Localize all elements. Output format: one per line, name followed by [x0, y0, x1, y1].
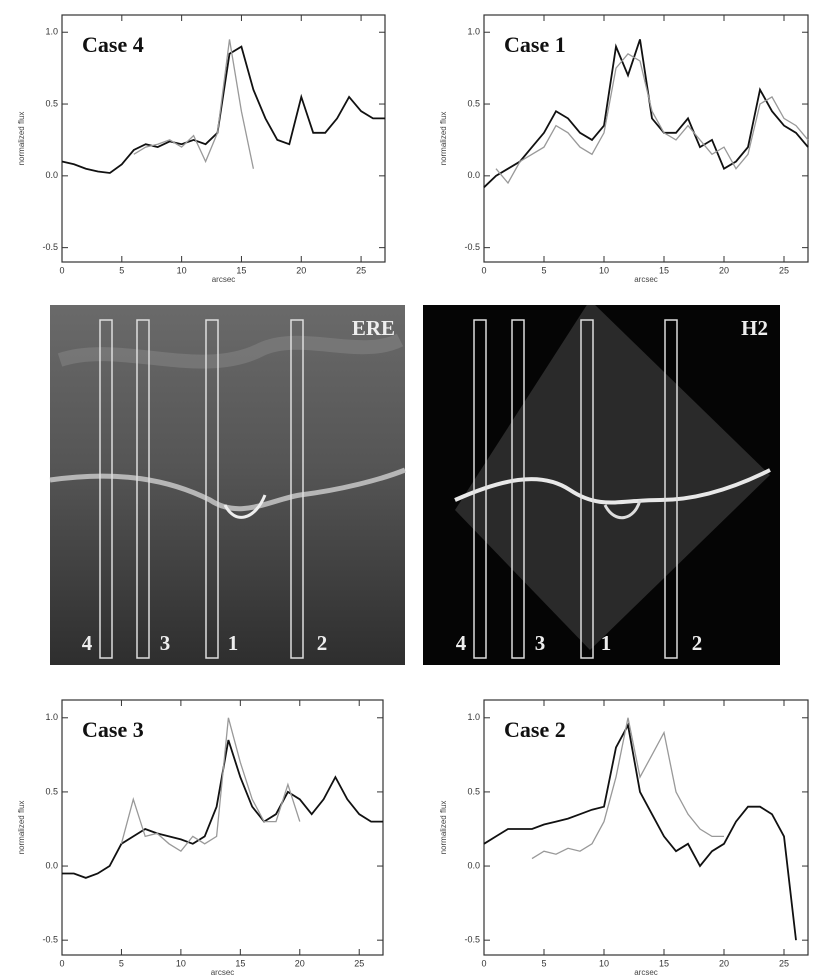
y-tick-label: 0.5	[45, 786, 58, 796]
h2-image	[423, 305, 780, 665]
plot-frame	[483, 14, 809, 263]
image-label: H2	[741, 316, 768, 340]
series-line	[133, 39, 255, 169]
y-tick-label: -0.5	[464, 242, 480, 252]
slit-box	[99, 319, 113, 659]
y-axis-label: normalized flux	[439, 801, 448, 855]
slit-box	[205, 319, 219, 659]
series-line	[495, 52, 809, 185]
y-tick-label: 0.0	[45, 860, 58, 870]
x-tick-label: 20	[296, 265, 306, 275]
series-line	[61, 45, 385, 174]
x-tick-label: 25	[779, 958, 789, 968]
series-line	[62, 739, 383, 879]
slit-box	[580, 319, 594, 659]
x-tick-label: 5	[119, 265, 124, 275]
y-tick-label: -0.5	[464, 935, 480, 945]
slit-label: 1	[228, 631, 239, 655]
slit-label: 4	[456, 631, 467, 655]
x-tick-label: 25	[354, 958, 364, 968]
image-label: ERE	[352, 316, 395, 340]
y-tick-label: 0.0	[45, 170, 58, 180]
x-tick-label: 10	[599, 958, 609, 968]
y-axis-label: normalized flux	[439, 112, 448, 166]
x-tick-label: 10	[176, 958, 186, 968]
x-tick-label: 10	[177, 265, 187, 275]
y-axis-label: normalized flux	[17, 801, 26, 855]
chart-title: Case 4	[82, 32, 144, 57]
y-tick-label: 0.0	[467, 170, 480, 180]
chart-title: Case 2	[504, 717, 566, 742]
slit-label: 2	[317, 631, 328, 655]
slit-box	[664, 319, 678, 659]
x-tick-label: 5	[119, 958, 124, 968]
x-tick-label: 5	[541, 958, 546, 968]
y-tick-label: 0.0	[467, 860, 480, 870]
chart-title: Case 1	[504, 32, 566, 57]
x-tick-label: 0	[481, 265, 486, 275]
x-axis-label: arcsec	[634, 275, 658, 284]
slit-label: 2	[692, 631, 703, 655]
y-tick-label: 0.5	[45, 98, 58, 108]
x-tick-label: 5	[541, 265, 546, 275]
x-tick-label: 15	[236, 265, 246, 275]
x-tick-label: 0	[481, 958, 486, 968]
series-line	[483, 722, 797, 941]
plot-frame	[483, 699, 809, 956]
x-tick-label: 15	[659, 265, 669, 275]
plot-frame	[61, 699, 384, 956]
y-axis-label: normalized flux	[17, 112, 26, 166]
slit-box	[136, 319, 150, 659]
slit-box	[473, 319, 487, 659]
y-tick-label: -0.5	[42, 935, 58, 945]
x-tick-label: 25	[356, 265, 366, 275]
y-tick-label: 1.0	[467, 27, 480, 37]
x-tick-label: 25	[779, 265, 789, 275]
y-tick-label: 0.5	[467, 786, 480, 796]
x-tick-label: 15	[235, 958, 245, 968]
series-line	[531, 717, 724, 860]
x-tick-label: 10	[599, 265, 609, 275]
y-tick-label: 1.0	[45, 712, 58, 722]
plot-frame	[61, 14, 386, 263]
x-axis-label: arcsec	[211, 968, 235, 975]
series-line	[120, 717, 301, 853]
y-tick-label: 0.5	[467, 98, 480, 108]
y-tick-label: 1.0	[45, 27, 58, 37]
x-tick-label: 20	[719, 265, 729, 275]
x-tick-label: 20	[295, 958, 305, 968]
x-axis-label: arcsec	[634, 968, 658, 975]
slit-label: 1	[601, 631, 612, 655]
chart-title: Case 3	[82, 717, 144, 742]
y-tick-label: 1.0	[467, 712, 480, 722]
slit-label: 4	[82, 631, 93, 655]
x-tick-label: 20	[719, 958, 729, 968]
ere-image	[49, 305, 406, 665]
slit-label: 3	[535, 631, 546, 655]
y-tick-label: -0.5	[42, 242, 58, 252]
series-line	[483, 39, 809, 188]
slit-box	[290, 319, 304, 659]
slit-box	[511, 319, 525, 659]
x-tick-label: 15	[659, 958, 669, 968]
x-tick-label: 0	[59, 958, 64, 968]
x-tick-label: 0	[59, 265, 64, 275]
slit-label: 3	[160, 631, 171, 655]
x-axis-label: arcsec	[212, 275, 236, 284]
